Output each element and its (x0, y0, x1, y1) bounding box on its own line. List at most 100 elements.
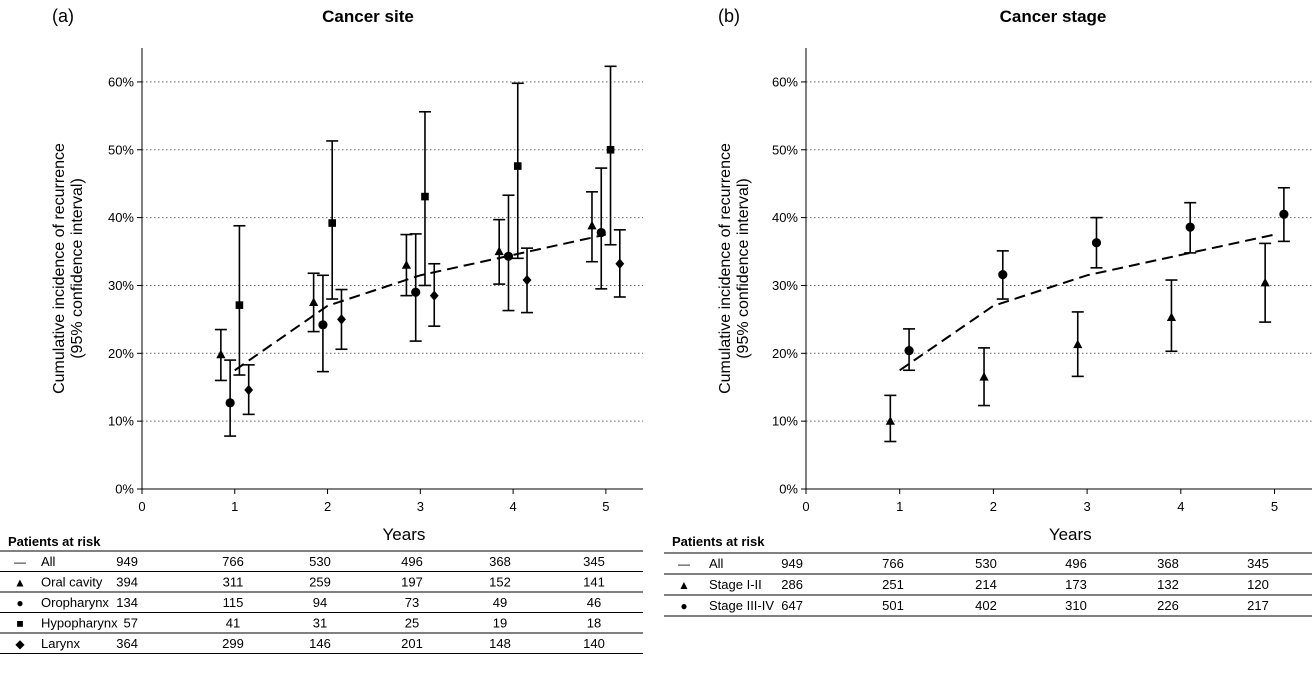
row-value: 496 (1065, 556, 1087, 571)
data-point (401, 260, 412, 269)
data-point (494, 246, 504, 256)
table-row: ▲ Oral cavity 394 311 259 197 152 141 (0, 574, 643, 593)
row-value: 402 (975, 598, 997, 613)
row-value: 766 (882, 556, 904, 571)
risk-table: Patients at risk — All 949 766 530 496 368 345 ▲ S… (664, 534, 1312, 617)
chart-title: Cancer stage (1000, 7, 1107, 26)
data-point (587, 220, 597, 230)
table-row: ◆ Larynx 364 299 146 201 148 140 (0, 636, 643, 654)
y-axis-label-2: (95% confidence interval) (69, 178, 86, 359)
data-point (904, 345, 914, 356)
row-value: 146 (309, 636, 331, 651)
table-row: — All 949 766 530 496 368 345 (0, 554, 643, 572)
row-value: 530 (309, 554, 331, 569)
table-row: ● Stage III-IV 647 501 402 310 226 217 (664, 598, 1312, 617)
data-point (596, 227, 606, 238)
y-tick-label: 50% (772, 142, 798, 157)
data-point (421, 192, 429, 201)
row-label: Oral cavity (41, 574, 103, 589)
risk-table-header: Patients at risk (8, 534, 101, 549)
y-tick-label: 10% (772, 414, 798, 429)
row-value: 134 (116, 595, 138, 610)
x-axis-label: Years (1049, 525, 1092, 544)
data-point (225, 398, 235, 408)
y-tick-label: 50% (108, 142, 134, 157)
series-hypopharynx (233, 65, 617, 376)
y-axis-label: Cumulative incidence of recurrence (51, 143, 68, 394)
row-value: 214 (975, 577, 997, 592)
y-tick-label: 60% (108, 74, 134, 89)
series-oropharynx (224, 167, 608, 437)
table-row: ■ Hypopharynx 57 41 31 25 19 18 (0, 615, 643, 634)
row-value: 766 (222, 554, 244, 569)
data-point (328, 219, 336, 227)
data-point (244, 384, 254, 396)
row-value: 310 (1065, 598, 1087, 613)
x-axis-label: Years (383, 525, 426, 544)
x-tick-label: 1 (896, 499, 903, 514)
data-point (411, 287, 421, 297)
row-value: 19 (493, 615, 507, 630)
row-label: All (41, 554, 56, 569)
row-value: 201 (401, 636, 423, 651)
data-point (522, 274, 532, 286)
row-value: 949 (781, 556, 803, 571)
row-value: 49 (493, 595, 507, 610)
row-value: 647 (781, 598, 803, 613)
row-label: Stage III-IV (709, 598, 774, 613)
y-tick-label: 0% (115, 482, 134, 497)
row-value: 217 (1247, 598, 1269, 613)
y-tick-label: 0% (779, 482, 798, 497)
row-value: 57 (124, 615, 138, 630)
data-point (235, 301, 244, 309)
x-tick-label: 4 (1177, 499, 1184, 514)
row-value: 140 (583, 636, 605, 651)
data-point (1091, 238, 1102, 248)
chart-title: Cancer site (322, 7, 414, 26)
row-value: 226 (1157, 598, 1179, 613)
row-label: Stage I-II (709, 577, 762, 592)
row-value: 286 (781, 577, 803, 592)
x-tick-label: 5 (1271, 499, 1278, 514)
row-value: 949 (116, 554, 138, 569)
row-value: 394 (116, 574, 138, 589)
row-symbol: — (14, 555, 26, 569)
row-label: Oropharynx (41, 595, 109, 610)
data-point (216, 349, 226, 359)
row-value: 132 (1157, 577, 1179, 592)
row-value: 345 (1247, 556, 1269, 571)
x-tick-label: 0 (138, 499, 145, 514)
data-point (1279, 209, 1289, 219)
data-point (1166, 312, 1177, 321)
data-point (337, 314, 346, 325)
data-point (429, 290, 439, 301)
y-tick-label: 30% (108, 278, 134, 293)
x-tick-label: 2 (324, 499, 331, 514)
y-tick-label: 20% (108, 346, 134, 361)
row-value: 197 (401, 574, 423, 589)
row-value: 251 (882, 577, 904, 592)
x-tick-label: 3 (1083, 499, 1090, 514)
row-value: 173 (1065, 577, 1087, 592)
row-value: 46 (587, 595, 601, 610)
row-label: All (709, 556, 724, 571)
y-tick-label: 40% (108, 210, 134, 225)
all-line (899, 233, 1275, 372)
y-tick-label: 40% (772, 210, 798, 225)
x-tick-label: 4 (509, 499, 516, 514)
row-symbol: ▲ (678, 578, 690, 592)
data-point (885, 416, 895, 425)
row-value: 115 (223, 595, 244, 610)
row-value: 259 (309, 574, 331, 589)
y-axis-label: Cumulative incidence of recurrence (717, 143, 734, 394)
row-value: 18 (587, 615, 601, 630)
row-symbol: ● (680, 599, 687, 613)
series-oral-cavity (214, 191, 598, 382)
table-row: — All 949 766 530 496 368 345 (664, 556, 1312, 575)
y-tick-label: 60% (772, 74, 798, 89)
data-point (503, 251, 514, 261)
table-row: ▲ Stage I-II 286 251 214 173 132 120 (664, 577, 1312, 596)
row-value: 496 (401, 554, 423, 569)
